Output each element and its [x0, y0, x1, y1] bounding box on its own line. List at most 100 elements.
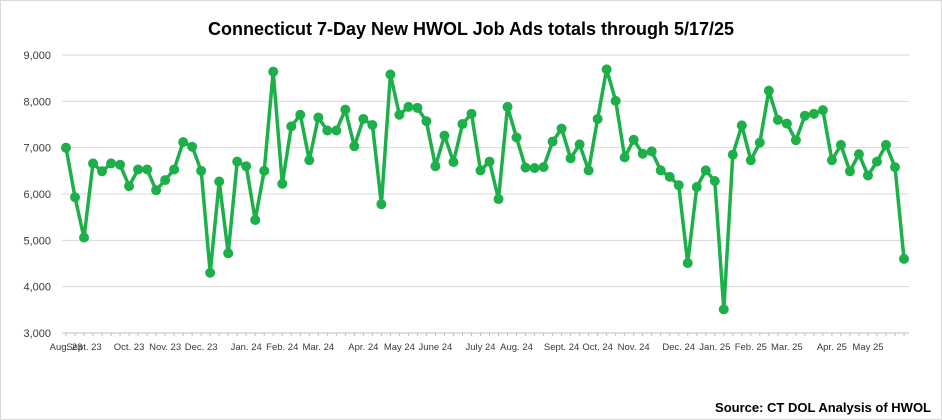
data-point — [628, 134, 639, 145]
data-point — [349, 141, 360, 152]
data-point — [682, 258, 693, 269]
data-point — [547, 136, 558, 147]
data-point — [727, 149, 738, 160]
data-point — [862, 170, 873, 181]
x-tick-label: Dec. 24 — [662, 342, 695, 353]
x-tick-label: Aug. 24 — [500, 342, 533, 353]
data-point — [385, 69, 396, 80]
data-point — [718, 304, 729, 315]
data-point — [889, 162, 900, 173]
series-line — [64, 67, 906, 312]
data-point — [493, 194, 504, 205]
data-point — [601, 64, 612, 75]
data-point — [466, 108, 477, 119]
data-point — [160, 175, 171, 186]
data-point — [88, 158, 99, 169]
data-point — [565, 153, 576, 164]
data-point — [835, 139, 846, 150]
axes — [62, 332, 909, 336]
gridlines — [62, 54, 909, 288]
data-point — [754, 137, 765, 148]
data-point — [115, 159, 126, 170]
chart-title: Connecticut 7-Day New HWOL Job Ads total… — [207, 19, 735, 39]
x-tick-label: July 24 — [465, 342, 495, 353]
data-point — [844, 166, 855, 177]
data-point — [358, 113, 369, 124]
data-point — [880, 139, 891, 150]
x-tick-label: Jan. 24 — [231, 342, 262, 353]
data-point — [448, 157, 459, 168]
data-point — [475, 165, 486, 176]
data-point — [286, 121, 297, 132]
x-tick-label: Apr. 25 — [817, 342, 847, 353]
data-point — [340, 104, 351, 115]
data-point — [394, 109, 405, 120]
x-tick-label: May 25 — [852, 342, 883, 353]
data-point — [412, 102, 423, 113]
data-point — [124, 181, 135, 192]
data-point — [799, 110, 810, 121]
data-point — [331, 125, 342, 136]
data-point — [763, 85, 774, 96]
data-point — [106, 158, 117, 169]
x-tick-label: Oct. 23 — [114, 342, 145, 353]
data-point — [250, 214, 261, 225]
data-point — [295, 109, 306, 120]
data-point — [637, 148, 648, 159]
y-tick-label: 4,000 — [23, 282, 51, 294]
series-points — [61, 64, 909, 315]
x-tick-label: Sept. 24 — [544, 342, 579, 353]
x-tick-label: Feb. 24 — [266, 342, 298, 353]
x-tick-label: Feb. 25 — [735, 342, 767, 353]
data-point — [277, 178, 288, 189]
y-axis-tick-labels: 3,000 4,000 5,000 6,000 7,000 8,000 9,000 — [23, 50, 51, 340]
data-point — [313, 112, 324, 123]
data-point — [817, 105, 828, 116]
data-point — [223, 248, 234, 259]
data-point — [574, 139, 585, 150]
data-point — [583, 165, 594, 176]
data-point — [61, 142, 71, 153]
data-point — [169, 164, 180, 175]
x-tick-label: June 24 — [419, 342, 453, 353]
data-point — [655, 165, 666, 176]
data-point — [826, 155, 837, 166]
y-tick-label: 3,000 — [23, 328, 51, 340]
series-line-path — [64, 67, 906, 312]
data-point — [367, 119, 378, 130]
data-point — [646, 146, 657, 157]
data-point — [187, 141, 198, 152]
y-tick-label: 9,000 — [23, 50, 51, 62]
data-point — [502, 101, 513, 112]
data-point — [808, 108, 819, 119]
data-point — [781, 118, 792, 129]
data-point — [610, 95, 621, 106]
data-point — [484, 156, 495, 167]
x-tick-label: Aug. 23 — [50, 342, 83, 353]
data-point — [304, 155, 315, 166]
x-tick-label: Apr. 24 — [348, 342, 378, 353]
x-tick-label: Nov. 23 — [149, 342, 181, 353]
data-point — [700, 165, 711, 176]
data-point — [556, 123, 567, 134]
data-point — [70, 192, 81, 203]
data-point — [511, 132, 522, 143]
x-tick-label: Oct. 24 — [582, 342, 613, 353]
x-tick-label: May 24 — [384, 342, 415, 353]
data-point — [592, 113, 603, 124]
data-point — [178, 137, 189, 148]
x-tick-label: Jan. 25 — [699, 342, 730, 353]
data-point — [241, 161, 252, 172]
data-point — [133, 164, 144, 175]
data-point — [430, 161, 441, 172]
x-tick-label: Mar. 24 — [302, 342, 334, 353]
data-point — [421, 116, 432, 127]
y-tick-label: 5,000 — [23, 235, 51, 247]
data-point — [268, 66, 279, 77]
data-point — [322, 125, 333, 136]
data-point — [196, 165, 207, 176]
data-point — [259, 165, 270, 176]
data-point — [151, 185, 162, 196]
